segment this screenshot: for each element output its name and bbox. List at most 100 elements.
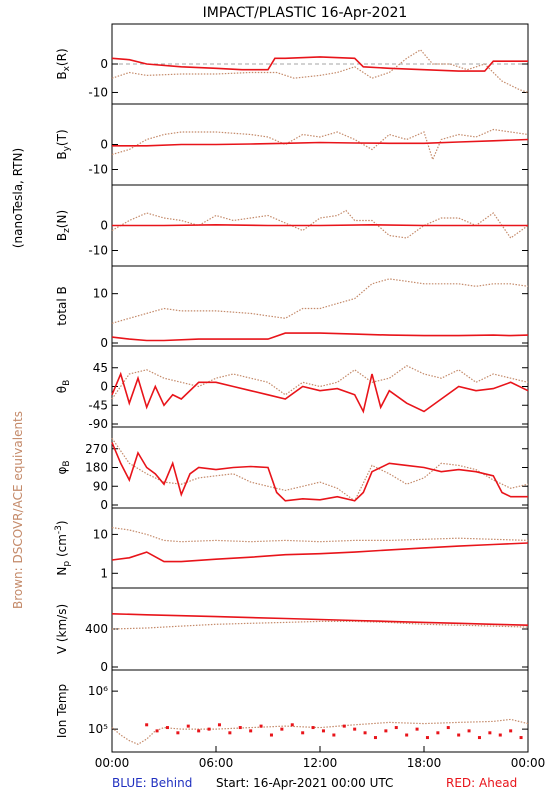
y-tick-label: 270 (85, 442, 108, 456)
data-point (155, 729, 159, 733)
y-axis-label: V (km/s) (55, 604, 69, 654)
x-tick-label: 12:00 (303, 756, 338, 770)
y-tick-label: 0 (100, 219, 108, 233)
series-line-ahead (111, 613, 529, 626)
y-axis-label: Np (cm-3) (54, 520, 72, 575)
y-tick-label: 10 (93, 527, 108, 541)
data-point (207, 727, 211, 731)
panel-frame (111, 587, 529, 671)
series-line-dscovr (111, 365, 529, 400)
y-tick-label: -10 (88, 85, 108, 99)
data-point (217, 723, 221, 727)
y-axis-label: φB (55, 460, 72, 474)
data-point (332, 733, 336, 737)
series-line-dscovr (111, 437, 529, 502)
data-point (384, 729, 388, 733)
y-axis-label: Bz(N) (55, 210, 72, 241)
y-tick-label: 0 (100, 336, 108, 350)
series-line-dscovr (111, 128, 529, 162)
data-point (290, 723, 294, 727)
data-point (373, 736, 377, 740)
y-tick-label: 180 (85, 461, 108, 475)
panel-frame (111, 507, 529, 589)
panel-bz: 0 -10 Bz(N) (55, 184, 529, 267)
footer-ahead: RED: Ahead (446, 776, 517, 790)
series-line-ahead (112, 223, 528, 227)
chart-title: IMPACT/PLASTIC 16-Apr-2021 (203, 5, 408, 21)
left-source-label: Brown: DSCOVR/ACE equivalents (11, 411, 25, 609)
data-point (249, 729, 253, 733)
data-point (269, 733, 273, 737)
series-line-ahead (111, 332, 529, 342)
data-point (321, 729, 325, 733)
y-axis-label: total B (55, 286, 69, 326)
y-tick-label: -45 (88, 398, 108, 412)
panel-by: 0 -10 By(T) (55, 103, 529, 186)
panel-np: 10 1 Np (cm-3) (54, 507, 529, 589)
data-point (394, 726, 398, 730)
data-point (457, 733, 461, 737)
y-tick-label: 10 (93, 287, 108, 301)
panel-theta: 45 0 -45 -90 θB (55, 345, 529, 431)
series-line-dscovr (111, 718, 529, 745)
y-tick-label: -10 (88, 244, 108, 258)
data-point (446, 726, 450, 730)
panel-temp: 10⁶ 10⁵ Ion Temp (55, 669, 529, 753)
data-point (228, 731, 232, 735)
y-axis-label: Bx(R) (55, 48, 72, 79)
y-tick-label: 0 (100, 138, 108, 152)
data-point (467, 729, 471, 733)
series-line-ahead (111, 56, 528, 72)
data-point (498, 733, 502, 737)
series-line-ahead (111, 442, 528, 502)
x-tick-label: 06:00 (199, 756, 234, 770)
x-tick-label: 00:00 (95, 756, 130, 770)
data-point (436, 731, 440, 735)
series-line-ahead (112, 138, 529, 147)
data-point (342, 724, 346, 728)
panel-phi: 270 180 90 0 φB (55, 426, 529, 512)
left-units-label: (nanoTesla, RTN) (11, 148, 25, 248)
data-point (197, 729, 201, 733)
y-tick-label: 400 (85, 622, 108, 636)
data-point (363, 731, 367, 735)
data-point (165, 726, 169, 730)
data-point (186, 724, 190, 728)
y-axis-label: θB (55, 380, 72, 394)
x-axis: 00:00 06:00 12:00 18:00 00:00 (95, 746, 546, 770)
panel-frame (111, 669, 529, 753)
data-point (477, 736, 481, 740)
data-point (301, 731, 305, 735)
y-tick-label: 0 (100, 57, 108, 71)
data-point (509, 729, 513, 733)
y-tick-label: -90 (88, 417, 108, 431)
data-point (415, 727, 419, 731)
y-tick-label: -10 (88, 163, 108, 177)
x-tick-label: 18:00 (407, 756, 442, 770)
series-line-dscovr (111, 49, 529, 94)
y-tick-label: 0 (100, 498, 108, 512)
data-point (176, 731, 180, 735)
y-tick-label: 0 (100, 660, 108, 674)
series-line-dscovr (111, 620, 529, 630)
series-line-dscovr (111, 209, 529, 239)
data-point (145, 723, 149, 727)
data-point (405, 733, 409, 737)
panel-bx: 0 -10 Bx(R) (55, 23, 529, 105)
data-point (519, 736, 523, 740)
data-point (425, 736, 429, 740)
y-tick-label: 45 (93, 361, 108, 375)
x-tick-label: 00:00 (511, 756, 546, 770)
y-tick-label: 1 (100, 566, 108, 580)
footer-start: Start: 16-Apr-2021 00:00 UTC (216, 776, 393, 790)
y-axis-label: By(T) (55, 129, 72, 159)
data-point (353, 727, 357, 731)
y-tick-label: 90 (93, 479, 108, 493)
panel-frame (111, 265, 529, 347)
data-point (259, 724, 263, 728)
panel-v: 400 0 V (km/s) (55, 587, 529, 674)
series-line-dscovr (111, 527, 529, 543)
data-point (280, 727, 284, 731)
